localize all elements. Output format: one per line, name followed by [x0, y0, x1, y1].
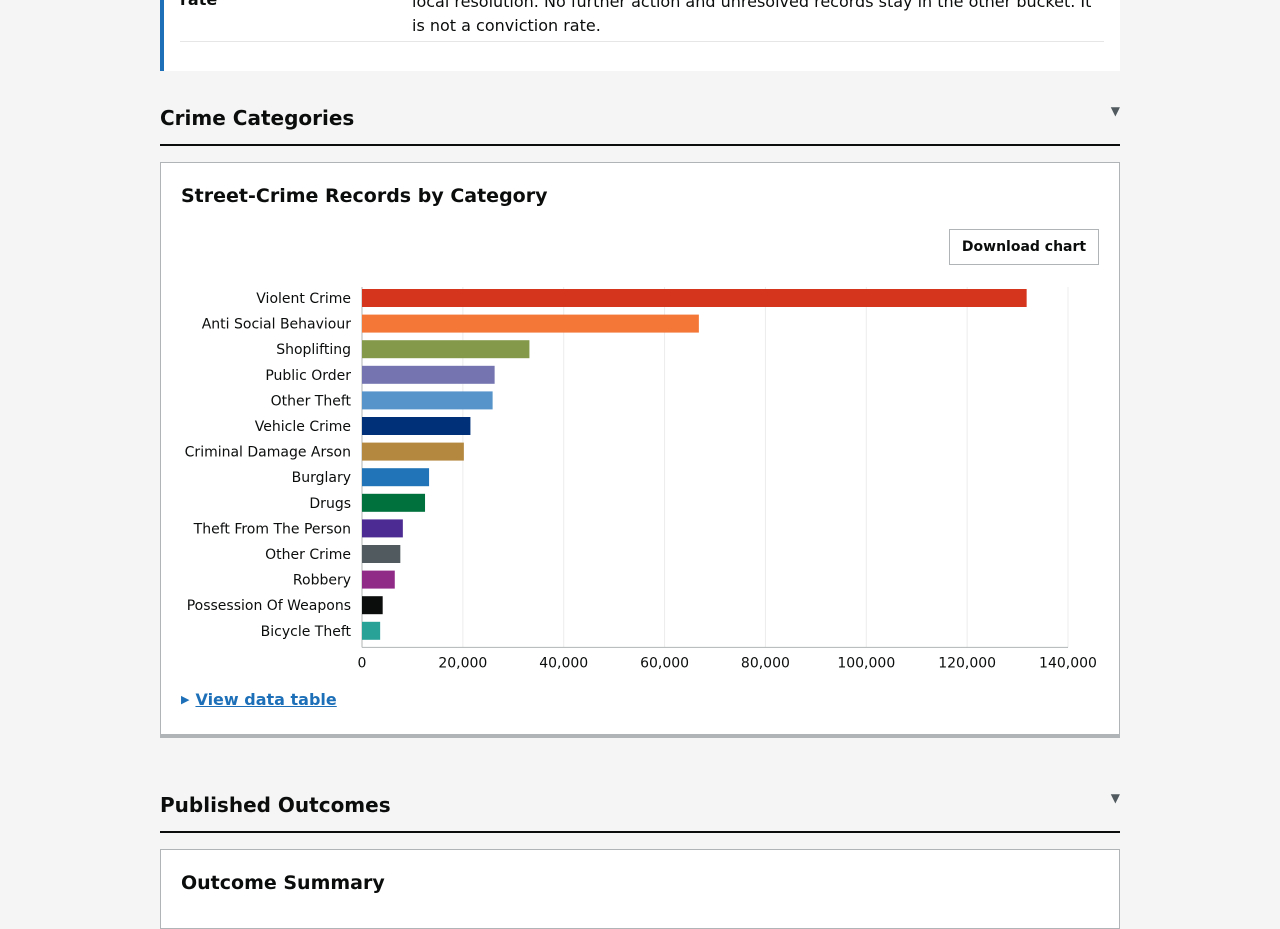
- card-bottom-border: [160, 734, 1120, 738]
- download-chart-button[interactable]: Download chart: [949, 229, 1099, 265]
- bar: [362, 493, 426, 512]
- section-header-categories[interactable]: Crime Categories ▼: [160, 104, 1120, 146]
- bar: [362, 596, 383, 615]
- bar: [362, 545, 401, 563]
- definition-line-2: is not a conviction rate.: [412, 16, 601, 35]
- category-label: Vehicle Crime: [255, 419, 351, 435]
- definition-row: rate local resolution. No further action…: [180, 0, 1104, 42]
- category-label: Anti Social Behaviour: [202, 317, 352, 333]
- category-label: Burglary: [292, 470, 351, 486]
- bar: [362, 289, 1027, 307]
- category-label: Bicycle Theft: [261, 624, 352, 640]
- section-header-outcomes[interactable]: Published Outcomes ▼: [160, 791, 1120, 833]
- x-tick-label: 0: [358, 655, 367, 671]
- x-tick-label: 100,000: [837, 655, 895, 671]
- bar: [362, 391, 493, 410]
- x-tick-label: 20,000: [438, 655, 487, 671]
- section-toggle-icon[interactable]: ▼: [1110, 104, 1120, 118]
- bar: [362, 417, 471, 435]
- definition-description: local resolution. No further action and …: [412, 0, 1112, 38]
- page: rate local resolution. No further action…: [160, 0, 1120, 929]
- view-data-table-toggle[interactable]: ▶ View data table: [181, 690, 337, 709]
- bar: [362, 621, 381, 640]
- category-label: Other Crime: [265, 547, 351, 563]
- x-tick-label: 120,000: [938, 655, 996, 671]
- category-label: Violent Crime: [256, 291, 351, 307]
- category-label: Other Theft: [271, 393, 352, 409]
- view-data-table-link[interactable]: View data table: [195, 690, 337, 709]
- x-tick-label: 80,000: [741, 655, 790, 671]
- x-tick-label: 140,000: [1039, 655, 1097, 671]
- category-label: Possession Of Weapons: [187, 598, 351, 614]
- bar: [362, 340, 530, 359]
- category-label: Public Order: [265, 368, 351, 384]
- x-tick-label: 60,000: [640, 655, 689, 671]
- definition-line-1: local resolution. No further action and …: [412, 0, 1092, 11]
- bar: [362, 314, 699, 333]
- section-title-categories: Crime Categories: [160, 106, 355, 130]
- category-label: Robbery: [293, 573, 351, 589]
- bar: [362, 365, 495, 384]
- category-label: Criminal Damage Arson: [185, 445, 351, 461]
- section-title-outcomes: Published Outcomes: [160, 793, 391, 817]
- bar: [362, 570, 395, 589]
- section-toggle-icon[interactable]: ▼: [1110, 791, 1120, 805]
- chart-title: Street-Crime Records by Category: [181, 185, 548, 207]
- category-label: Shoplifting: [276, 342, 351, 358]
- category-label: Theft From The Person: [193, 521, 351, 537]
- x-tick-label: 40,000: [539, 655, 588, 671]
- bar: [362, 442, 464, 461]
- disclosure-triangle-icon: ▶: [181, 693, 190, 706]
- chart-card: Street-Crime Records by Category Downloa…: [160, 162, 1120, 738]
- bar-chart: 0 20,000 40,000 60,000 80,000 100,000 120,000 1…: [185, 287, 1097, 671]
- bar: [362, 519, 403, 538]
- definition-panel: rate local resolution. No further action…: [160, 0, 1120, 71]
- category-label: Drugs: [309, 496, 351, 512]
- outcome-title: Outcome Summary: [181, 872, 385, 894]
- outcome-card: Outcome Summary: [160, 849, 1120, 929]
- definition-term: rate: [180, 0, 217, 9]
- bar: [362, 468, 430, 487]
